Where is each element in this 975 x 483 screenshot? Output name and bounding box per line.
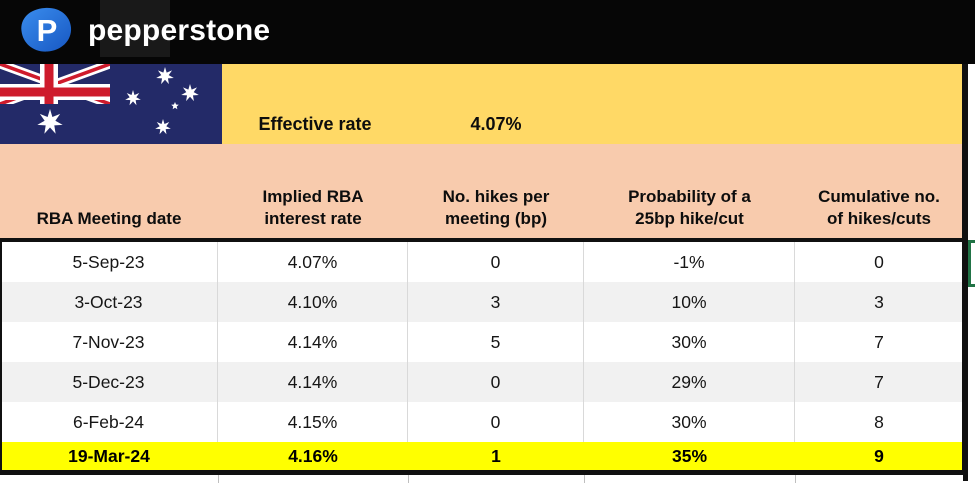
cell-date[interactable]: 3-Oct-23 (0, 282, 218, 322)
header-line: interest rate (264, 209, 362, 228)
header-hikes-per-meeting[interactable]: No. hikes per meeting (bp) (408, 144, 584, 238)
cell-implied-rate[interactable]: 4.15% (218, 402, 408, 442)
table-right-border (962, 64, 968, 481)
header-line: Implied RBA (262, 187, 364, 206)
table-body: 5-Sep-23 4.07% 0 -1% 0 3-Oct-23 4.10% 3 … (0, 242, 963, 470)
header-line: Probability of a (628, 187, 751, 206)
header-line: 25bp hike/cut (635, 209, 744, 228)
active-cell-outline[interactable] (968, 240, 975, 287)
cell-implied-rate[interactable]: 4.07% (218, 242, 408, 282)
cell-cumulative[interactable]: 7 (874, 331, 884, 352)
header-line: RBA Meeting date (36, 209, 182, 228)
gridline (218, 475, 219, 483)
union-jack (0, 64, 110, 104)
cell-probability[interactable]: -1% (584, 242, 795, 282)
cell-hikes[interactable]: 0 (408, 362, 584, 402)
table-row: 5-Sep-23 4.07% 0 -1% 0 (0, 242, 963, 282)
cell-probability[interactable]: 30% (584, 322, 795, 362)
effective-rate-band: Effective rate 4.07% (222, 64, 962, 144)
header-line: meeting (bp) (445, 209, 547, 228)
table-header-row: RBA Meeting date Implied RBA interest ra… (0, 144, 963, 238)
cell-implied-rate[interactable]: 4.16% (288, 445, 338, 466)
cell-probability[interactable]: 29% (584, 362, 795, 402)
star-gamma (181, 84, 199, 102)
cell-date[interactable]: 7-Nov-23 (0, 322, 218, 362)
table-row: 3-Oct-23 4.10% 3 10% 3 (0, 282, 963, 322)
header-bottom-border (0, 238, 963, 242)
cell-cumulative[interactable]: 3 (874, 291, 884, 312)
australia-flag (0, 64, 222, 144)
cell-hikes[interactable]: 0 (408, 242, 584, 282)
gridline (408, 475, 409, 483)
cell-probability[interactable]: 35% (671, 445, 708, 466)
header-probability[interactable]: Probability of a 25bp hike/cut (584, 144, 795, 238)
header-meeting-date[interactable]: RBA Meeting date (0, 144, 218, 238)
cell-cumulative[interactable]: 9 (874, 445, 884, 466)
gridline (584, 475, 585, 483)
svg-text:P: P (37, 13, 58, 48)
cell-date[interactable]: 5-Sep-23 (0, 242, 218, 282)
cell-hikes[interactable]: 5 (408, 322, 584, 362)
cell-cumulative[interactable]: 8 (874, 411, 884, 432)
table-row: 7-Nov-23 4.14% 5 30% 7 (0, 322, 963, 362)
cell-probability[interactable]: 10% (584, 282, 795, 322)
cell-implied-rate[interactable]: 4.14% (218, 362, 408, 402)
star-delta (155, 119, 171, 135)
table-left-border (0, 242, 2, 470)
pepperstone-logo-icon: P (21, 7, 72, 52)
cell-implied-rate[interactable]: 4.10% (218, 282, 408, 322)
effective-rate-label: Effective rate (258, 114, 372, 134)
effective-rate-value[interactable]: 4.07% (470, 114, 522, 134)
cell-hikes[interactable]: 3 (408, 282, 584, 322)
cell-probability[interactable]: 30% (584, 402, 795, 442)
topbar-sheen (100, 0, 170, 57)
cell-hikes[interactable]: 0 (408, 402, 584, 442)
below-table-strip (0, 475, 963, 483)
table-row: 5-Dec-23 4.14% 0 29% 7 (0, 362, 963, 402)
header-implied-rate[interactable]: Implied RBA interest rate (218, 144, 408, 238)
brand-topbar: P pepperstone (0, 0, 975, 64)
table-bottom-border (0, 470, 963, 475)
cell-date[interactable]: 6-Feb-24 (0, 402, 218, 442)
cell-cumulative[interactable]: 0 (874, 251, 884, 272)
cell-cumulative[interactable]: 7 (874, 371, 884, 392)
star-beta (125, 90, 141, 106)
gridline (795, 475, 796, 483)
cell-hikes[interactable]: 1 (491, 445, 501, 466)
cell-implied-rate[interactable]: 4.14% (218, 322, 408, 362)
header-cumulative[interactable]: Cumulative no. of hikes/cuts (795, 144, 963, 238)
header-line: of hikes/cuts (827, 209, 931, 228)
table-row-highlighted: 19-Mar-24 4.16% 1 35% 9 (0, 442, 963, 470)
header-line: Cumulative no. (818, 187, 940, 206)
star-epsilon (171, 102, 179, 110)
table-row: 6-Feb-24 4.15% 0 30% 8 (0, 402, 963, 442)
commonwealth-star (37, 109, 63, 134)
pepperstone-wordmark: pepperstone (88, 14, 271, 47)
cell-date[interactable]: 19-Mar-24 (68, 445, 150, 466)
header-line: No. hikes per (442, 187, 550, 206)
cell-date[interactable]: 5-Dec-23 (0, 362, 218, 402)
star-alpha (156, 67, 174, 85)
